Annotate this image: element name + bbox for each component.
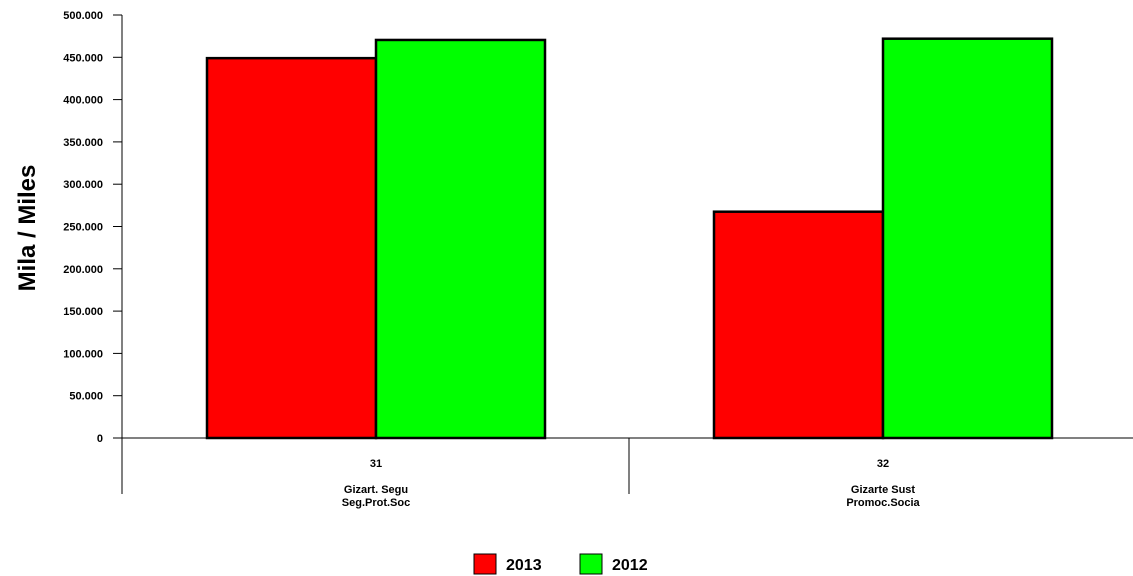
y-tick-label: 200.000 [63, 264, 103, 276]
y-tick-label: 50.000 [69, 391, 103, 403]
bar-2012-32 [881, 37, 1054, 440]
legend-label-2012: 2012 [612, 557, 648, 574]
category-label-line1: Gizart. Segu [344, 484, 408, 496]
category-code: 32 [877, 458, 889, 470]
category-code: 31 [370, 458, 382, 470]
legend-label-2013: 2013 [506, 557, 542, 574]
y-tick-label: 350.000 [63, 137, 103, 149]
y-tick-label: 400.000 [63, 95, 103, 107]
bar-2013-31 [205, 56, 378, 440]
bar-2013-32 [712, 210, 885, 440]
y-tick-label: 0 [97, 433, 103, 445]
category-label-line1: Gizarte Sust [851, 484, 916, 496]
legend: 2013 2012 [473, 553, 648, 575]
category-label-line2: Seg.Prot.Soc [342, 497, 410, 509]
y-axis: 0 50.000 100.000 150.000 200.000 250.000 300.0… [63, 10, 123, 494]
category-label-line2: Promoc.Socia [846, 497, 920, 509]
y-tick-label: 450.000 [63, 52, 103, 64]
y-tick-label: 100.000 [63, 348, 103, 360]
y-tick-label: 300.000 [63, 179, 103, 191]
bar-2012-31 [374, 38, 547, 440]
y-axis-label: Mila / Miles [14, 165, 41, 292]
legend-swatch-2012 [579, 553, 603, 575]
legend-swatch-2013 [473, 553, 497, 575]
bars [205, 37, 1054, 440]
y-tick-label: 250.000 [63, 222, 103, 234]
y-tick-label: 150.000 [63, 306, 103, 318]
y-tick-label: 500.000 [63, 10, 103, 22]
